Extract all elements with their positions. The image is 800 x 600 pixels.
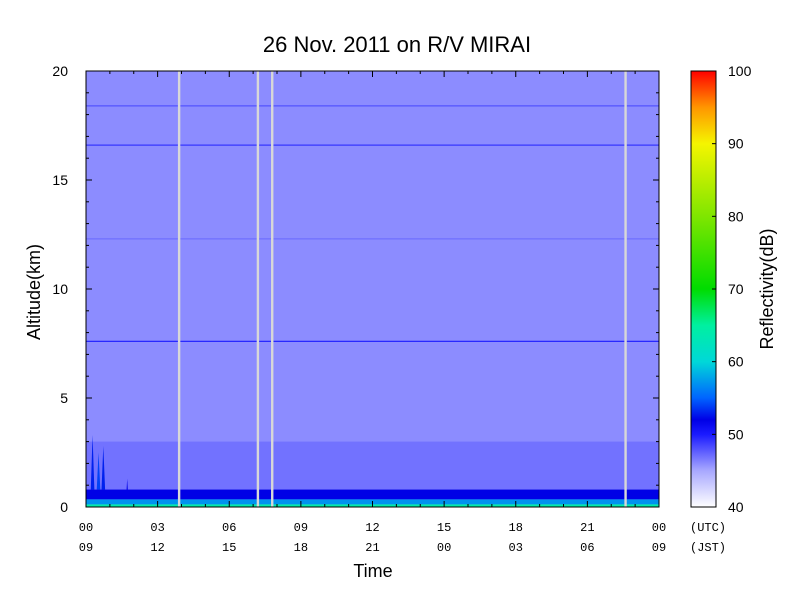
colorbar-tick-label: 40: [728, 499, 744, 515]
colorbar-tick-label: 60: [728, 354, 744, 370]
x-tick-label-jst: 00: [437, 541, 451, 555]
x-tick-label-utc: 15: [437, 521, 451, 535]
colorbar-tick-label: 80: [728, 208, 744, 224]
y-tick-label: 15: [52, 172, 68, 188]
x-tick-label-jst: 21: [365, 541, 379, 555]
cloud-echo: [126, 478, 128, 490]
jst-unit-label: (JST): [690, 541, 726, 555]
x-tick-label-jst: 09: [652, 541, 666, 555]
colorbar-label: Reflectivity(dB): [757, 228, 777, 349]
colorbar-tick-label: 50: [728, 426, 744, 442]
heatmap-plot-area: [86, 71, 659, 507]
cloud-echo: [101, 445, 106, 490]
y-tick-label: 0: [60, 499, 68, 515]
x-tick-label-utc: 03: [150, 521, 164, 535]
x-tick-label-utc: 18: [509, 521, 523, 535]
colorbar-tick-label: 70: [728, 281, 744, 297]
x-tick-label-jst: 15: [222, 541, 236, 555]
x-tick-label-jst: 09: [79, 541, 93, 555]
x-tick-label-utc: 06: [222, 521, 236, 535]
x-tick-label-utc: 00: [652, 521, 666, 535]
y-axis-label: Altitude(km): [24, 244, 44, 340]
colorbar-tick-label: 100: [728, 63, 752, 79]
y-tick-label: 20: [52, 63, 68, 79]
surface-echo-layer: [86, 489, 659, 500]
axes: 0 5 10 15 20 00 09 03 12 06 15 09 18 12 21 15 00 18 03 21 06…: [52, 63, 666, 555]
colorbar: 40 50 60 70 80 90 100: [690, 63, 752, 515]
x-tick-label-utc: 12: [365, 521, 379, 535]
colorbar-tick-label: 90: [728, 136, 744, 152]
x-tick-label-jst: 06: [580, 541, 594, 555]
y-tick-label: 10: [52, 281, 68, 297]
x-tick-label-utc: 21: [580, 521, 594, 535]
data-gap-line: [177, 71, 181, 507]
data-gap-line: [624, 71, 627, 507]
y-tick-label: 5: [60, 390, 68, 406]
utc-unit-label: (UTC): [690, 521, 726, 535]
data-gap-line: [256, 71, 260, 507]
x-axis-label: Time: [353, 561, 392, 581]
x-tick-label-utc: 09: [294, 521, 308, 535]
colorbar-gradient: [690, 70, 717, 508]
x-tick-label-jst: 03: [509, 541, 523, 555]
x-tick-label-jst: 12: [150, 541, 164, 555]
data-gap-line: [271, 71, 274, 507]
lower-atmosphere-shading: [86, 441, 659, 490]
x-tick-label-utc: 00: [79, 521, 93, 535]
chart-title: 26 Nov. 2011 on R/V MIRAI: [263, 32, 531, 57]
cloud-echo: [96, 452, 101, 490]
x-tick-label-jst: 18: [294, 541, 308, 555]
reflectivity-background: [86, 71, 659, 507]
cloud-echo: [90, 435, 95, 490]
